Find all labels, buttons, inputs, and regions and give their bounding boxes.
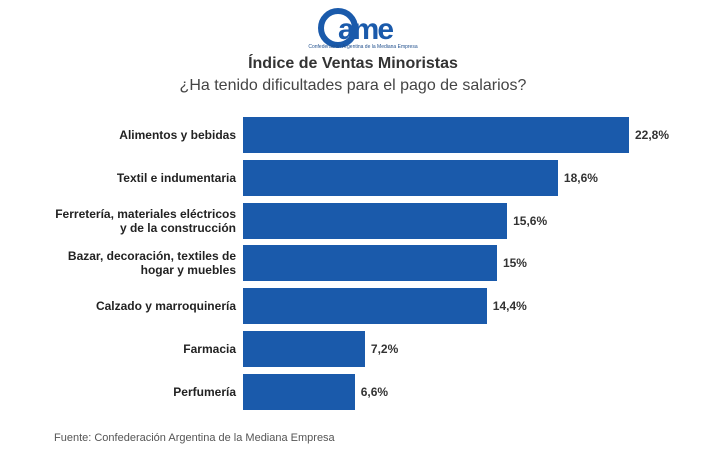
value-label: 15% [502, 256, 527, 271]
value-label: 22,8% [635, 128, 670, 142]
bar [243, 373, 355, 410]
value-label: 18,6% [563, 170, 598, 185]
chart-title: Índice de Ventas Minoristas [248, 55, 458, 72]
chart-subtitle: ¿Ha tenido dificultades para el pago de … [179, 77, 527, 94]
category-label: Bazar, decoración, textiles de hogar y m… [67, 249, 236, 278]
bar [243, 117, 629, 153]
bar [243, 245, 497, 282]
value-label: 14,4% [492, 299, 527, 314]
category-label: Ferretería, materiales eléctricos y de l… [55, 206, 236, 235]
category-label: Alimentos y bebidas [119, 128, 236, 142]
bar [243, 159, 558, 196]
value-label: 15,6% [513, 213, 548, 228]
value-label: 7,2% [370, 342, 399, 356]
bar [243, 288, 487, 325]
category-label: Calzado y marroquinería [95, 299, 236, 314]
category-label: Farmacia [183, 342, 236, 356]
bar [243, 202, 508, 239]
source-note: Fuente: Confederación Argentina de la Me… [54, 432, 335, 444]
category-label: Perfumería [173, 384, 236, 399]
logo-tagline: Confederación Argentina de la Mediana Em… [308, 44, 418, 50]
value-label: 6,6% [360, 384, 389, 399]
svg-text:ame: ame [338, 13, 393, 46]
bar [243, 331, 365, 367]
category-label: Textil e indumentaria [116, 170, 236, 185]
came-logo: ame [318, 8, 395, 48]
